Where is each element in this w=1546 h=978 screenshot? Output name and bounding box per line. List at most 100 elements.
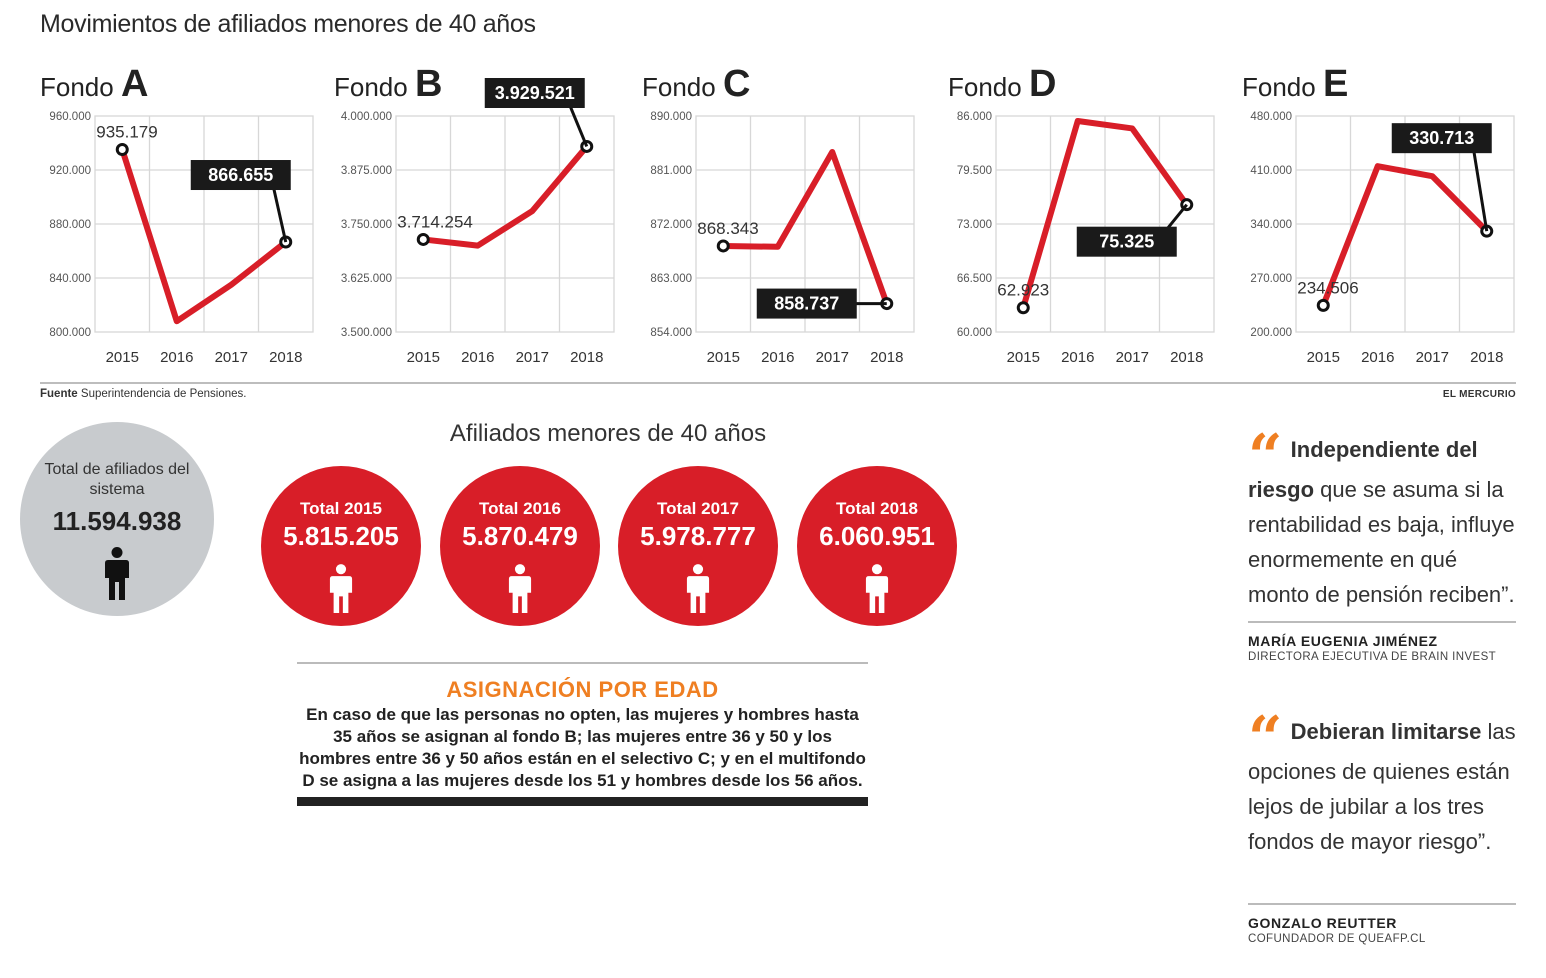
chart-title-letter: D [1029,63,1056,105]
year-total-label: Total 2016 [479,499,561,518]
quote-2: “ Debieran limitarse las opciones de qui… [1248,709,1520,859]
data-point-marker [1316,298,1330,312]
data-label: 234.506 [1297,278,1358,297]
chart-title-prefix: Fondo [1242,72,1323,102]
callout-box [190,160,291,191]
x-tick-label: 2018 [269,349,302,366]
year-total-value: 6.060.951 [819,521,935,551]
year-total-label: Total 2015 [300,499,382,518]
chart-title: Fondo D [948,63,1056,105]
year-total-2016: Total 2016 5.870.479 [440,466,600,626]
data-label: 935.179 [96,123,157,142]
system-total-label: Total de afiliados del sistema [44,461,190,498]
year-total-value: 5.815.205 [283,521,399,551]
quote-rule [1248,903,1516,905]
y-tick-label: 3.625.000 [341,273,392,285]
x-tick-label: 2017 [816,349,849,366]
year-total-2018: Total 2018 6.060.951 [797,466,957,626]
system-total-circle: Total de afiliados del sistema 11.594.93… [20,422,214,616]
y-tick-label: 73.000 [957,219,992,231]
y-tick-label: 960.000 [49,111,91,123]
y-tick-label: 340.000 [1250,219,1292,231]
fund-line-charts: Fondo A 960.000 920.000 880.000 840.000 800.0… [40,63,1515,366]
person-icon [329,564,353,613]
info-box-rule [297,662,868,664]
y-tick-label: 880.000 [49,219,91,231]
divider [40,382,1516,384]
x-tick-label: 2016 [461,349,494,366]
y-tick-label: 410.000 [1250,165,1292,177]
chart-title-letter: C [723,63,750,105]
callout-box [1391,123,1492,154]
x-tick-label: 2015 [407,349,440,366]
y-tick-label: 60.000 [957,327,992,339]
quote-rule [1248,621,1516,623]
chart-title-prefix: Fondo [948,72,1029,102]
quote-author: GONZALO REUTTER [1248,915,1397,931]
y-tick-label: 881.000 [650,165,692,177]
callout-box [756,288,857,319]
y-tick-label: 3.500.000 [341,327,392,339]
x-tick-label: 2018 [1170,349,1203,366]
data-label: 330.713 [1409,128,1474,148]
y-tick-label: 66.500 [957,273,992,285]
source-note: Fuente Superintendencia de Pensiones. [40,388,247,400]
x-tick-label: 2016 [1061,349,1094,366]
chart-title: Fondo C [642,63,750,105]
fund-chart-e: Fondo E 480.000 410.000 340.000 270.000 200.0… [1242,63,1515,366]
quote-text: que se asuma si la rentabilidad es baja,… [1248,477,1515,607]
x-tick-label: 2017 [1416,349,1449,366]
system-total-value: 11.594.938 [52,506,182,536]
y-tick-label: 200.000 [1250,327,1292,339]
x-tick-label: 2017 [1116,349,1149,366]
x-tick-label: 2015 [707,349,740,366]
quote-author-role: COFUNDADOR DE QUEAFP.CL [1248,933,1426,945]
x-tick-label: 2016 [1361,349,1394,366]
brand-credit: EL MERCURIO [1442,389,1516,400]
year-total-label: Total 2017 [657,499,739,518]
chart-title-letter: A [121,63,148,105]
y-tick-label: 890.000 [650,111,692,123]
year-total-2017: Total 2017 5.978.777 [618,466,778,626]
chart-title-letter: E [1323,63,1348,105]
quote-author: MARÍA EUGENIA JIMÉNEZ [1248,633,1438,649]
data-label: 868.343 [697,219,758,238]
data-point-marker [1016,301,1030,315]
x-tick-label: 2018 [570,349,603,366]
year-total-2015: Total 2015 5.815.205 [261,466,421,626]
data-label: 866.655 [208,165,273,185]
quote-lead: Debieran limitarse [1290,719,1482,744]
x-tick-label: 2016 [761,349,794,366]
x-tick-label: 2017 [516,349,549,366]
source-text: Superintendencia de Pensiones. [80,388,247,400]
y-tick-label: 270.000 [1250,273,1292,285]
data-label: 3.714.254 [397,212,473,231]
callout-leader [1470,137,1489,232]
y-tick-label: 79.500 [957,165,992,177]
chart-title: Fondo A [40,63,148,105]
data-label: 62.923 [997,281,1049,300]
x-tick-label: 2017 [215,349,248,366]
callout-box [484,78,585,108]
x-tick-label: 2018 [870,349,903,366]
chart-title: Fondo B [334,63,442,105]
fund-chart-c: Fondo C 890.000 881.000 872.000 863.000 854.0… [642,63,915,366]
data-label: 858.737 [774,294,839,314]
fund-chart-a: Fondo A 960.000 920.000 880.000 840.000 800.0… [40,63,314,366]
y-tick-label: 854.000 [650,327,692,339]
quote-author-role: DIRECTORA EJECUTIVA DE BRAIN INVEST [1248,651,1497,663]
data-point-marker [115,143,129,157]
fund-chart-b: Fondo B 4.000.000 3.875.000 3.750.000 3.625.… [334,63,615,366]
page-title: Movimientos de afiliados menores de 40 a… [40,10,536,38]
person-icon [686,564,710,613]
data-point-marker [716,239,730,253]
source-label: Fuente [40,388,78,400]
series-line [1320,163,1490,309]
y-tick-label: 3.875.000 [341,165,392,177]
fund-chart-d: Fondo D 86.000 79.500 73.000 66.500 60.000 201… [948,63,1215,366]
y-tick-label: 872.000 [650,219,692,231]
year-total-value: 5.978.777 [640,521,756,551]
person-icon [865,564,889,613]
subtitle: Afiliados menores de 40 años [449,420,767,447]
person-icon [105,547,129,600]
